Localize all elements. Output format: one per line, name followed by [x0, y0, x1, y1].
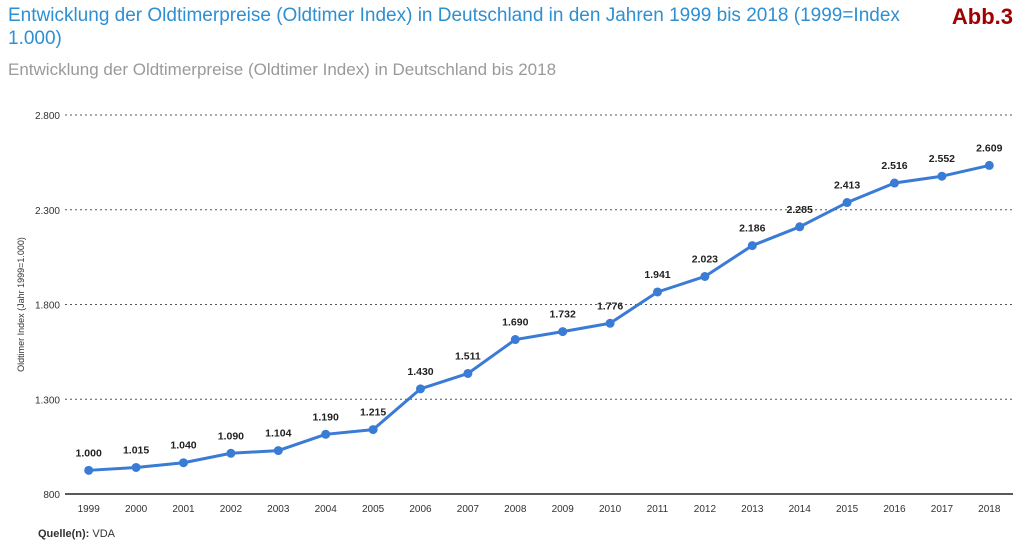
source-label: Quelle(n):: [38, 528, 90, 540]
x-tick-label: 2005: [362, 504, 385, 515]
x-tick-label: 2002: [220, 504, 243, 515]
x-tick-label: 2016: [883, 504, 906, 515]
x-tick-label: 2013: [741, 504, 764, 515]
x-tick-label: 2007: [457, 504, 480, 515]
x-tick-label: 2000: [125, 504, 148, 515]
data-label: 1.090: [218, 430, 244, 442]
data-label: 1.776: [597, 300, 623, 312]
data-label: 2.023: [692, 253, 718, 265]
data-label: 1.015: [123, 444, 149, 456]
data-point: [321, 429, 331, 439]
data-point: [700, 271, 710, 281]
data-point: [463, 368, 473, 378]
x-tick-label: 2009: [552, 504, 575, 515]
x-tick-label: 2010: [599, 504, 622, 515]
figure-badge: Abb.3: [951, 4, 1013, 29]
data-point: [653, 287, 662, 297]
data-label: 1.690: [502, 317, 528, 329]
data-point: [795, 222, 805, 232]
data-point: [984, 160, 994, 170]
data-point: [84, 465, 94, 475]
data-label: 1.732: [550, 309, 576, 321]
x-tick-label: 2011: [647, 504, 669, 515]
data-point: [842, 198, 852, 208]
x-tick-label: 2018: [978, 504, 1001, 515]
chart-subtitle: Entwicklung der Oldtimerpreise (Oldtimer…: [8, 60, 557, 79]
data-label: 1.941: [644, 269, 670, 281]
data-point: [937, 171, 947, 181]
y-tick-label: 1.800: [35, 301, 60, 312]
x-tick-label: 2012: [694, 504, 717, 515]
data-point: [510, 335, 520, 345]
data-label: 1.511: [455, 350, 481, 362]
x-tick-label: 2008: [504, 504, 527, 515]
data-point: [179, 458, 188, 468]
x-tick-label: 2006: [409, 504, 432, 515]
data-point: [890, 178, 899, 188]
data-point: [273, 446, 283, 456]
data-label: 2.413: [834, 180, 860, 192]
x-tick-label: 2015: [836, 504, 859, 515]
y-tick-label: 800: [43, 490, 60, 501]
data-point: [605, 318, 615, 328]
data-label: 2.285: [787, 204, 813, 216]
y-tick-label: 1.300: [35, 395, 60, 406]
x-tick-label: 2004: [315, 504, 338, 515]
source-value: VDA: [92, 528, 116, 540]
data-point: [368, 425, 378, 435]
data-label: 2.186: [739, 223, 765, 235]
y-axis-label: Oldtimer Index (Jahr 1999=1.000): [16, 237, 26, 372]
data-label: 1.190: [313, 411, 339, 423]
data-point: [747, 241, 757, 251]
data-point: [558, 327, 568, 337]
data-point: [226, 448, 236, 458]
x-tick-label: 2014: [789, 504, 812, 515]
data-label: 1.430: [407, 366, 433, 378]
x-tick-label: 2017: [931, 504, 954, 515]
data-label: 1.040: [170, 440, 196, 452]
x-tick-label: 2003: [267, 504, 290, 515]
y-tick-label: 2.300: [35, 206, 60, 217]
data-label: 2.516: [881, 160, 907, 172]
series-line: [88, 163, 990, 472]
data-point: [416, 384, 425, 394]
source-note: Quelle(n): VDA: [38, 528, 115, 540]
chart-title: Entwicklung der Oldtimerpreise (Oldtimer…: [8, 5, 900, 49]
data-label: 2.609: [976, 142, 1002, 154]
data-label: 1.104: [265, 428, 291, 440]
data-label: 1.215: [360, 407, 386, 419]
y-tick-label: 2.800: [35, 111, 60, 122]
x-tick-label: 1999: [78, 504, 101, 515]
data-label: 1.000: [76, 447, 102, 459]
data-point: [131, 462, 141, 472]
data-label: 2.552: [929, 153, 955, 165]
x-tick-label: 2001: [172, 504, 195, 515]
